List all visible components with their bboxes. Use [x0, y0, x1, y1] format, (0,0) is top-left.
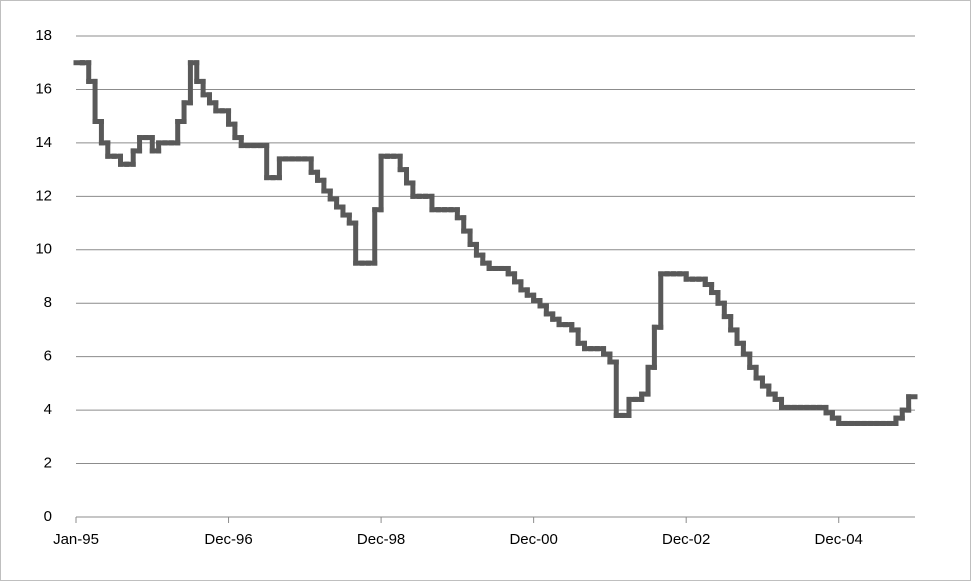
y-tick-label: 18 [35, 27, 52, 44]
x-tick-label: Jan-95 [53, 531, 99, 548]
x-tick-label: Dec-96 [204, 531, 252, 548]
y-tick-label: 14 [35, 134, 52, 151]
y-tick-label: 8 [44, 294, 52, 311]
y-tick-label: 6 [44, 348, 52, 365]
x-tick-label: Dec-00 [509, 531, 557, 548]
y-tick-label: 4 [44, 401, 52, 418]
y-tick-label: 10 [35, 241, 52, 258]
y-tick-label: 0 [44, 508, 52, 525]
y-tick-label: 16 [35, 80, 52, 97]
y-tick-label: 2 [44, 455, 52, 472]
y-tick-label: 12 [35, 187, 52, 204]
x-tick-label: Dec-02 [662, 531, 710, 548]
x-tick-label: Dec-04 [815, 531, 863, 548]
x-tick-label: Dec-98 [357, 531, 405, 548]
